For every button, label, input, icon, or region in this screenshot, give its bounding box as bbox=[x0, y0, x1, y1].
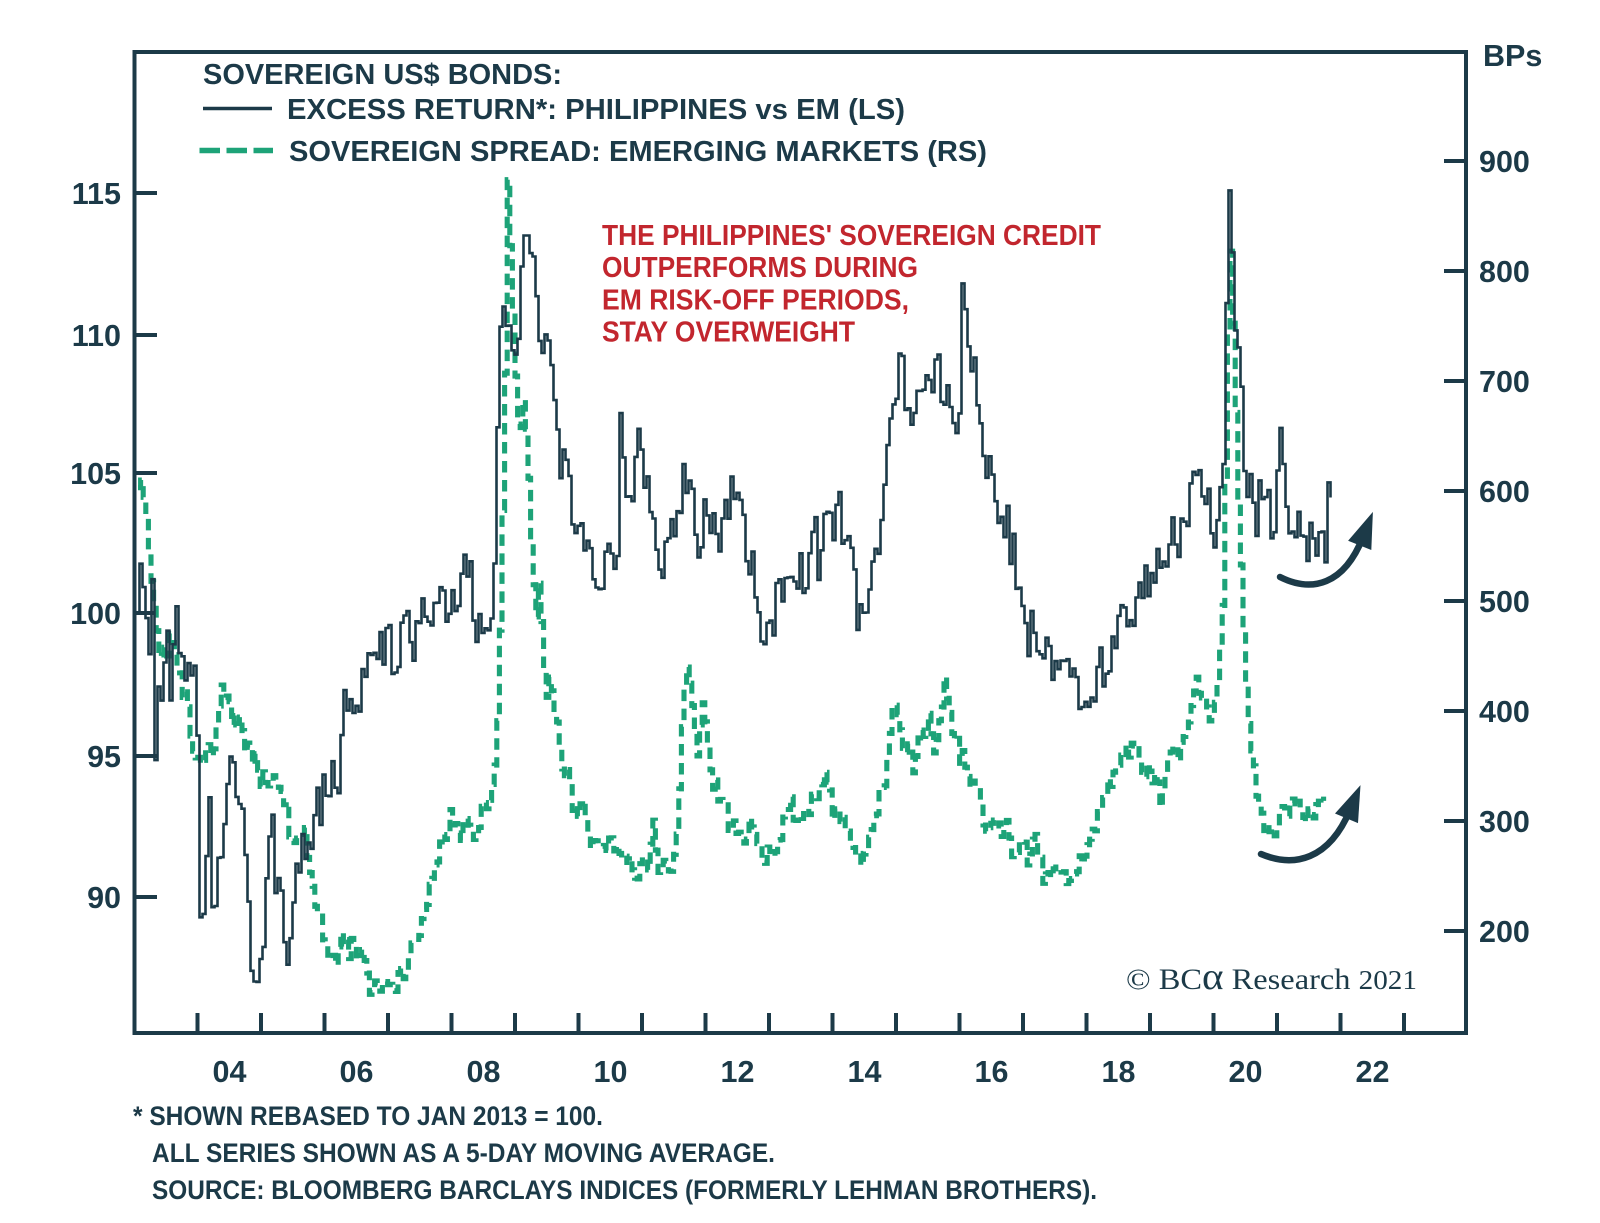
svg-text:STAY OVERWEIGHT: STAY OVERWEIGHT bbox=[602, 317, 855, 349]
svg-text:110: 110 bbox=[72, 319, 121, 353]
svg-text:04: 04 bbox=[213, 1055, 247, 1089]
svg-text:105: 105 bbox=[70, 457, 121, 491]
svg-text:SOVEREIGN US$ BONDS:: SOVEREIGN US$ BONDS: bbox=[203, 59, 562, 91]
svg-text:400: 400 bbox=[1479, 695, 1530, 729]
svg-text:16: 16 bbox=[975, 1055, 1009, 1089]
svg-text:THE PHILIPPINES' SOVEREIGN CRE: THE PHILIPPINES' SOVEREIGN CREDIT bbox=[602, 220, 1101, 252]
svg-text:SOVEREIGN SPREAD: EMERGING MAR: SOVEREIGN SPREAD: EMERGING MARKETS (RS) bbox=[289, 136, 987, 168]
svg-text:100: 100 bbox=[70, 597, 121, 631]
svg-text:ALL SERIES SHOWN AS A 5-DAY MO: ALL SERIES SHOWN AS A 5-DAY MOVING AVERA… bbox=[152, 1138, 775, 1168]
svg-text:SOURCE: BLOOMBERG BARCLAYS IND: SOURCE: BLOOMBERG BARCLAYS INDICES (FORM… bbox=[152, 1175, 1097, 1205]
svg-text:600: 600 bbox=[1479, 475, 1530, 509]
svg-text:08: 08 bbox=[467, 1055, 501, 1089]
svg-text:700: 700 bbox=[1479, 365, 1530, 399]
svg-text:900: 900 bbox=[1479, 145, 1530, 179]
svg-text:OUTPERFORMS DURING: OUTPERFORMS DURING bbox=[602, 252, 918, 284]
svg-text:10: 10 bbox=[594, 1055, 628, 1089]
svg-text:* SHOWN REBASED TO JAN 2013 =: * SHOWN REBASED TO JAN 2013 = 100. bbox=[133, 1101, 603, 1131]
svg-text:300: 300 bbox=[1479, 805, 1530, 839]
svg-text:200: 200 bbox=[1479, 915, 1530, 949]
svg-text:06: 06 bbox=[340, 1055, 374, 1089]
svg-text:EM RISK-OFF PERIODS,: EM RISK-OFF PERIODS, bbox=[602, 285, 909, 317]
svg-text:90: 90 bbox=[87, 881, 121, 915]
svg-text:22: 22 bbox=[1356, 1055, 1390, 1089]
svg-text:95: 95 bbox=[87, 740, 121, 774]
svg-text:800: 800 bbox=[1479, 255, 1530, 289]
svg-text:BPs: BPs bbox=[1483, 39, 1542, 73]
svg-text:115: 115 bbox=[72, 177, 121, 211]
svg-text:14: 14 bbox=[848, 1055, 882, 1089]
svg-text:EXCESS RETURN*: PHILIPPINES vs: EXCESS RETURN*: PHILIPPINES vs EM (LS) bbox=[287, 94, 905, 126]
svg-text:18: 18 bbox=[1102, 1055, 1136, 1089]
svg-text:12: 12 bbox=[721, 1055, 755, 1089]
svg-text:20: 20 bbox=[1229, 1055, 1263, 1089]
svg-text:500: 500 bbox=[1479, 585, 1530, 619]
